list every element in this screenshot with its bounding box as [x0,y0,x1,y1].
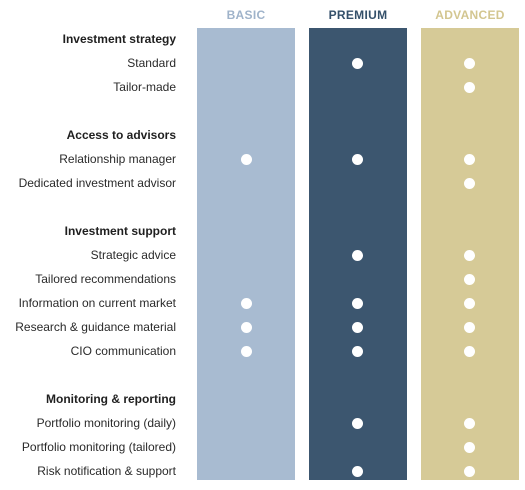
included-dot-advanced [463,321,475,333]
included-dot-basic [240,153,252,165]
included-dot-advanced [463,249,475,261]
included-dot-premium [351,321,363,333]
included-dot-advanced [463,57,475,69]
included-dot-advanced [463,177,475,189]
included-dot-premium [351,153,363,165]
included-dot-premium [351,417,363,429]
included-dot-premium [351,345,363,357]
tier-column-basic [197,28,295,480]
included-dot-advanced [463,417,475,429]
feature-label: Tailor-made [113,80,176,94]
feature-label: Portfolio monitoring (daily) [36,416,176,430]
included-dot-basic [240,297,252,309]
tier-header-basic: BASIC [226,8,266,22]
included-dot-advanced [463,153,475,165]
included-dot-advanced [463,465,475,477]
tier-header-advanced: ADVANCED [435,8,505,22]
included-dot-premium [351,465,363,477]
section-title: Investment strategy [62,32,176,46]
included-dot-premium [351,249,363,261]
section-title: Monitoring & reporting [46,392,176,406]
feature-label: Information on current market [18,296,176,310]
feature-label: Standard [127,56,176,70]
included-dot-basic [240,345,252,357]
included-dot-advanced [463,297,475,309]
included-dot-advanced [463,81,475,93]
included-dot-premium [351,297,363,309]
section-title: Access to advisors [66,128,176,142]
feature-label: Risk notification & support [37,464,176,478]
tier-header-premium: PREMIUM [328,8,388,22]
included-dot-premium [351,57,363,69]
included-dot-advanced [463,345,475,357]
feature-label: Portfolio monitoring (tailored) [21,440,176,454]
included-dot-advanced [463,273,475,285]
feature-label: CIO communication [70,344,176,358]
feature-label: Relationship manager [59,152,176,166]
feature-label: Research & guidance material [15,320,176,334]
section-title: Investment support [64,224,176,238]
feature-label: Dedicated investment advisor [18,176,176,190]
feature-label: Tailored recommendations [35,272,176,286]
feature-label: Strategic advice [90,248,176,262]
included-dot-advanced [463,441,475,453]
included-dot-basic [240,321,252,333]
